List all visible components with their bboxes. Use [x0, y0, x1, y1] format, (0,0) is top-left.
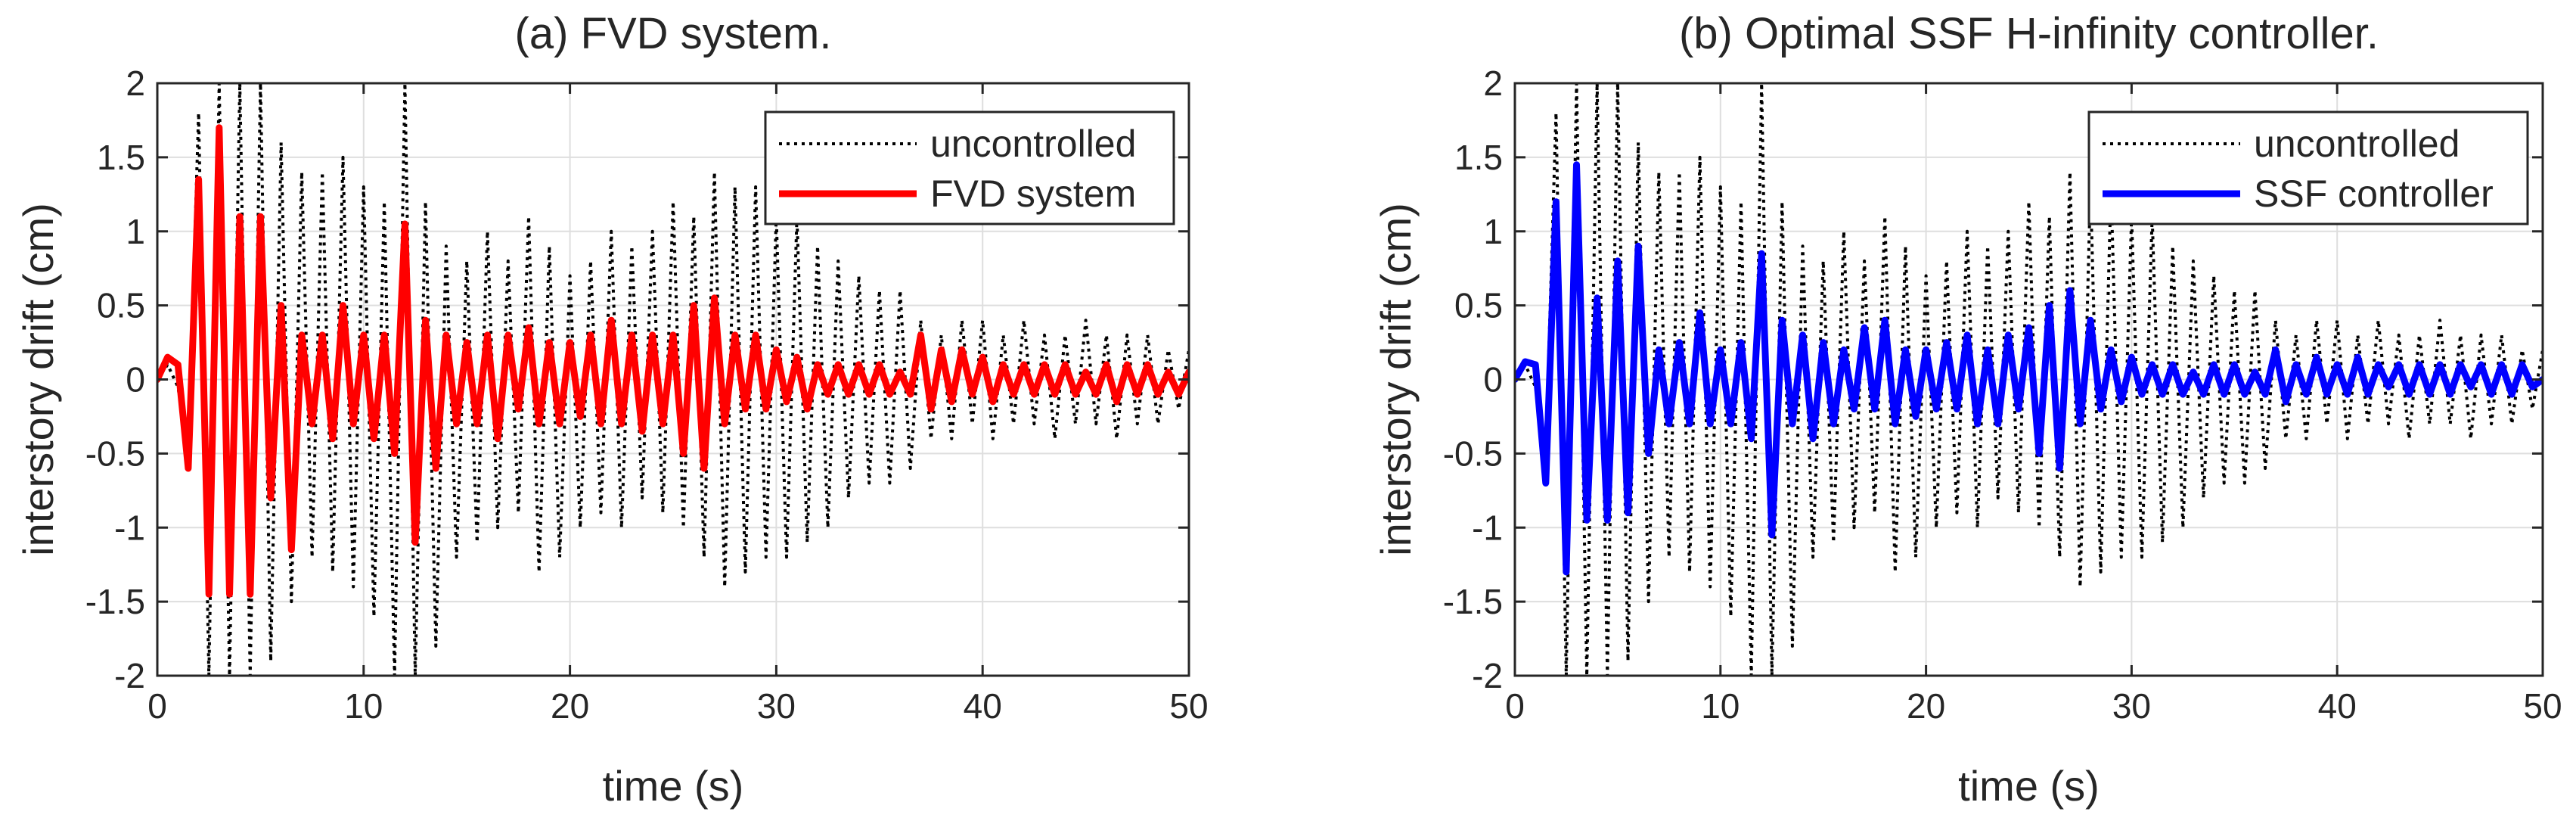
x-tick-label: 50 — [1169, 686, 1208, 726]
y-tick-label: -1.5 — [85, 582, 145, 621]
y-tick-label: 2 — [126, 64, 145, 103]
chart-panel-a: 0 10 20 30 40 50 -2 -1.5 -1 -0.5 0 0.5 1 1.5 2 (a) FVD… — [14, 9, 1209, 810]
y-tick-label: 2 — [1483, 64, 1503, 103]
y-tick-label: -1.5 — [1443, 582, 1503, 621]
x-tick-label: 50 — [2523, 686, 2562, 726]
chart-title: (a) FVD system. — [515, 9, 832, 58]
legend-label-uncontrolled: uncontrolled — [930, 123, 1136, 165]
x-tick-label: 10 — [344, 686, 383, 726]
y-tick-label: 0 — [1483, 360, 1503, 400]
chart-panel-b: 0 10 20 30 40 50 -2 -1.5 -1 -0.5 0 0.5 1 1.5 2 (b) Opt… — [1372, 9, 2562, 810]
series-group — [157, 83, 1189, 676]
y-tick-label: 1.5 — [1454, 138, 1503, 177]
y-tick-label: -1 — [114, 508, 145, 547]
legend-label-uncontrolled: uncontrolled — [2254, 123, 2460, 165]
x-axis-label: time (s) — [1958, 762, 2100, 810]
legend: uncontrolled SSF controller — [2087, 110, 2529, 225]
x-tick-label: 20 — [1907, 686, 1945, 726]
series-line-ssf-controller — [1515, 161, 2543, 576]
x-tick-label: 30 — [757, 686, 796, 726]
y-tick-label: 0 — [126, 360, 145, 400]
legend-label-ssf-controller: SSF controller — [2254, 173, 2494, 215]
legend: uncontrolled FVD system — [764, 110, 1175, 225]
y-tick-label: -2 — [114, 656, 145, 695]
series-line-fvd-system — [157, 124, 1189, 598]
y-axis-label: interstory drift (cm) — [1372, 203, 1420, 556]
y-tick-label: 0.5 — [97, 286, 145, 325]
x-tick-label: 0 — [147, 686, 167, 726]
x-tick-label: 20 — [551, 686, 589, 726]
y-tick-label: -0.5 — [1443, 434, 1503, 473]
x-tick-label: 10 — [1701, 686, 1740, 726]
x-tick-label: 40 — [2318, 686, 2357, 726]
x-tick-label: 0 — [1505, 686, 1525, 726]
x-axis-label: time (s) — [603, 762, 744, 810]
x-tick-label: 30 — [2112, 686, 2151, 726]
legend-box — [2087, 110, 2529, 225]
axis-ticks: 0 10 20 30 40 50 -2 -1.5 -1 -0.5 0 0.5 1 1.5 2 — [85, 64, 1209, 726]
y-tick-label: -1 — [1472, 508, 1503, 547]
x-tick-label: 40 — [964, 686, 1002, 726]
y-axis-label: interstory drift (cm) — [14, 203, 62, 556]
y-tick-label: 1 — [1483, 212, 1503, 251]
y-tick-label: 1.5 — [97, 138, 145, 177]
y-tick-label: -2 — [1472, 656, 1503, 695]
legend-box — [764, 110, 1175, 225]
legend-label-fvd-system: FVD system — [930, 173, 1136, 215]
series-group — [1515, 83, 2543, 676]
axis-ticks: 0 10 20 30 40 50 -2 -1.5 -1 -0.5 0 0.5 1 1.5 2 — [1443, 64, 2562, 726]
y-tick-label: 0.5 — [1454, 286, 1503, 325]
y-tick-label: -0.5 — [85, 434, 145, 473]
chart-title: (b) Optimal SSF H-infinity controller. — [1679, 9, 2379, 58]
y-tick-label: 1 — [126, 212, 145, 251]
